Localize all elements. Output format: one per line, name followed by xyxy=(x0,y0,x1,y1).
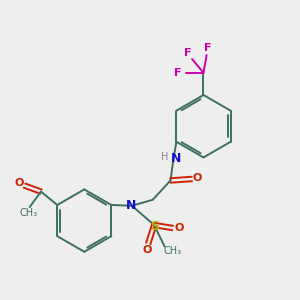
Text: O: O xyxy=(193,173,202,183)
Text: N: N xyxy=(170,152,181,165)
Text: N: N xyxy=(126,199,136,212)
Text: S: S xyxy=(150,220,159,233)
Text: CH₃: CH₃ xyxy=(164,246,182,256)
Text: F: F xyxy=(204,43,212,53)
Text: F: F xyxy=(175,68,182,78)
Text: F: F xyxy=(184,48,191,59)
Text: O: O xyxy=(15,178,24,188)
Text: H: H xyxy=(161,152,169,162)
Text: O: O xyxy=(175,223,184,233)
Text: CH₃: CH₃ xyxy=(19,208,37,218)
Text: O: O xyxy=(142,245,152,255)
